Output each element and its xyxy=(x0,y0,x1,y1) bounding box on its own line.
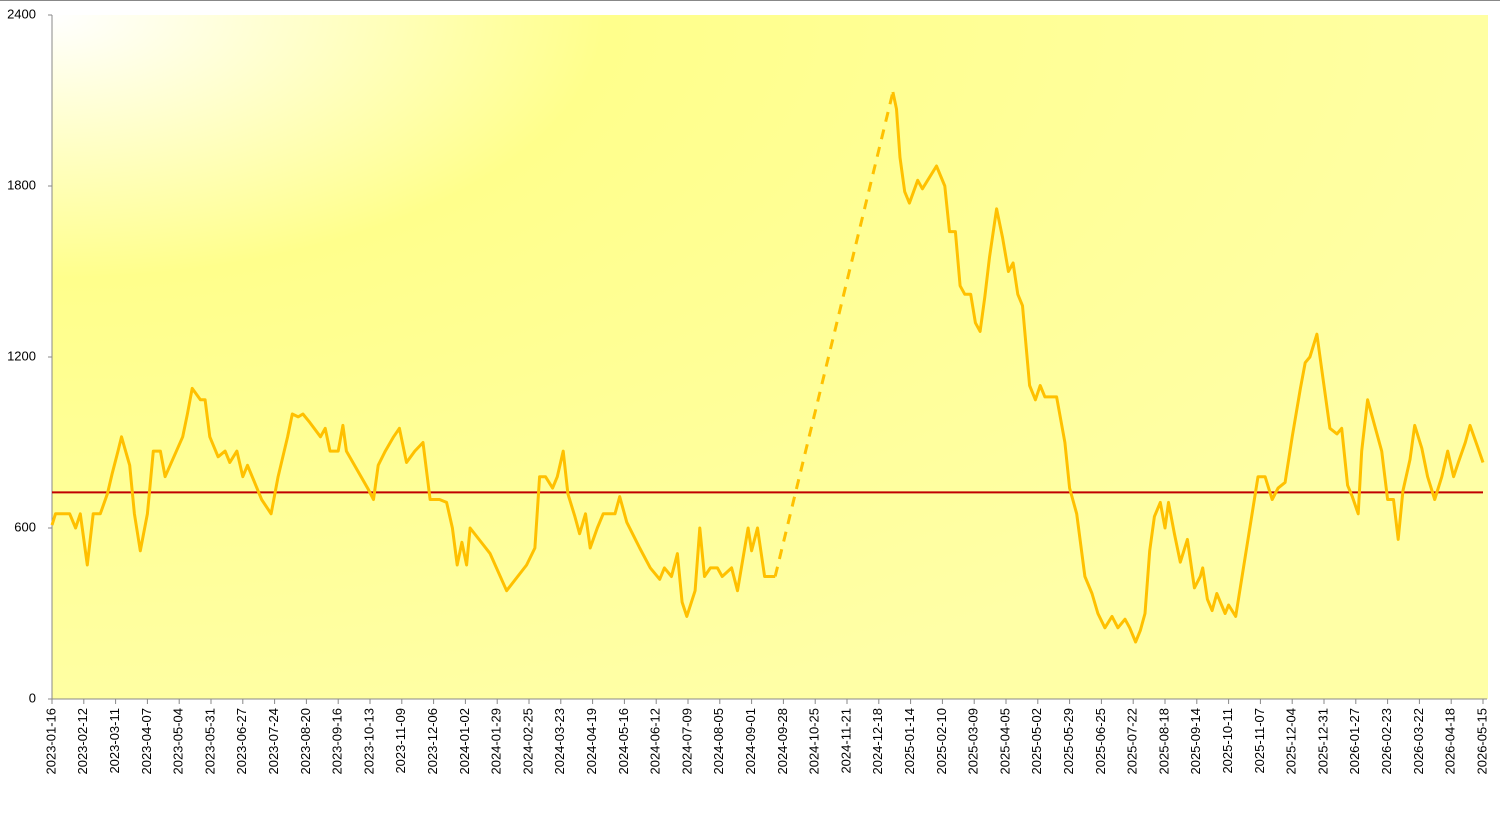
x-tick-label: 2023-03-11 xyxy=(107,708,122,774)
x-tick-label: 2024-01-02 xyxy=(457,708,472,775)
x-tick-label: 2025-06-25 xyxy=(1093,708,1108,775)
x-tick-label: 2023-05-31 xyxy=(202,708,217,775)
x-tick-label: 2024-03-23 xyxy=(552,708,567,775)
x-tick-label: 2024-04-19 xyxy=(584,708,599,775)
y-tick-label: 2400 xyxy=(7,6,36,21)
y-tick-label: 0 xyxy=(29,690,36,705)
x-tick-label: 2025-02-10 xyxy=(934,708,949,775)
gap-connector xyxy=(773,91,895,577)
x-tick-label: 2025-05-29 xyxy=(1061,708,1076,775)
x-tick-label: 2025-12-04 xyxy=(1284,708,1299,775)
x-tick-label: 2024-09-28 xyxy=(775,708,790,775)
x-tick-label: 2024-11-21 xyxy=(838,708,853,774)
x-tick-label: 2024-06-12 xyxy=(648,708,663,775)
x-tick-label: 2025-03-09 xyxy=(966,708,981,775)
x-tick-label: 2024-07-09 xyxy=(679,708,694,775)
y-tick-label: 1800 xyxy=(7,177,36,192)
x-tick-label: 2023-07-24 xyxy=(266,708,281,775)
x-tick-label: 2024-05-16 xyxy=(616,708,631,775)
x-tick-label: 2023-10-13 xyxy=(361,708,376,775)
x-tick-label: 2025-07-22 xyxy=(1125,708,1140,775)
x-tick-label: 2023-08-20 xyxy=(298,708,313,775)
x-tick-label: 2026-04-18 xyxy=(1443,708,1458,775)
x-tick-label: 2026-05-15 xyxy=(1474,708,1489,775)
x-tick-label: 2025-09-14 xyxy=(1188,708,1203,775)
x-tick-label: 2025-11-07 xyxy=(1252,708,1267,774)
x-tick-label: 2024-01-29 xyxy=(489,708,504,775)
x-tick-label: 2025-10-11 xyxy=(1220,708,1235,774)
y-tick-label: 1200 xyxy=(7,348,36,363)
x-tick-label: 2023-02-12 xyxy=(75,708,90,775)
x-tick-label: 2025-01-14 xyxy=(902,708,917,775)
x-tick-label: 2023-04-07 xyxy=(139,708,154,775)
x-tick-label: 2023-11-09 xyxy=(393,708,408,774)
x-tick-label: 2024-02-25 xyxy=(520,708,535,775)
y-tick-label: 600 xyxy=(14,519,36,534)
x-tick-label: 2023-01-16 xyxy=(43,708,58,775)
x-tick-label: 2023-06-27 xyxy=(234,708,249,775)
x-tick-label: 2023-12-06 xyxy=(425,708,440,775)
x-tick-label: 2026-01-27 xyxy=(1347,708,1362,775)
x-tick-label: 2024-08-05 xyxy=(711,708,726,775)
x-tick-label: 2025-08-18 xyxy=(1156,708,1171,775)
data-line xyxy=(50,91,1485,644)
x-tick-label: 2024-10-25 xyxy=(807,708,822,775)
x-tick-label: 2025-04-05 xyxy=(997,708,1012,775)
x-tick-label: 2024-12-18 xyxy=(870,708,885,775)
x-tick-label: 2024-09-01 xyxy=(743,708,758,775)
x-tick-label: 2023-05-04 xyxy=(171,708,186,775)
x-tick-label: 2026-03-22 xyxy=(1411,708,1426,775)
x-tick-label: 2025-12-31 xyxy=(1315,708,1330,775)
plot-area xyxy=(52,15,1488,699)
x-tick-label: 2023-09-16 xyxy=(330,708,345,775)
x-tick-label: 2026-02-23 xyxy=(1379,708,1394,775)
x-tick-label: 2025-05-02 xyxy=(1029,708,1044,775)
